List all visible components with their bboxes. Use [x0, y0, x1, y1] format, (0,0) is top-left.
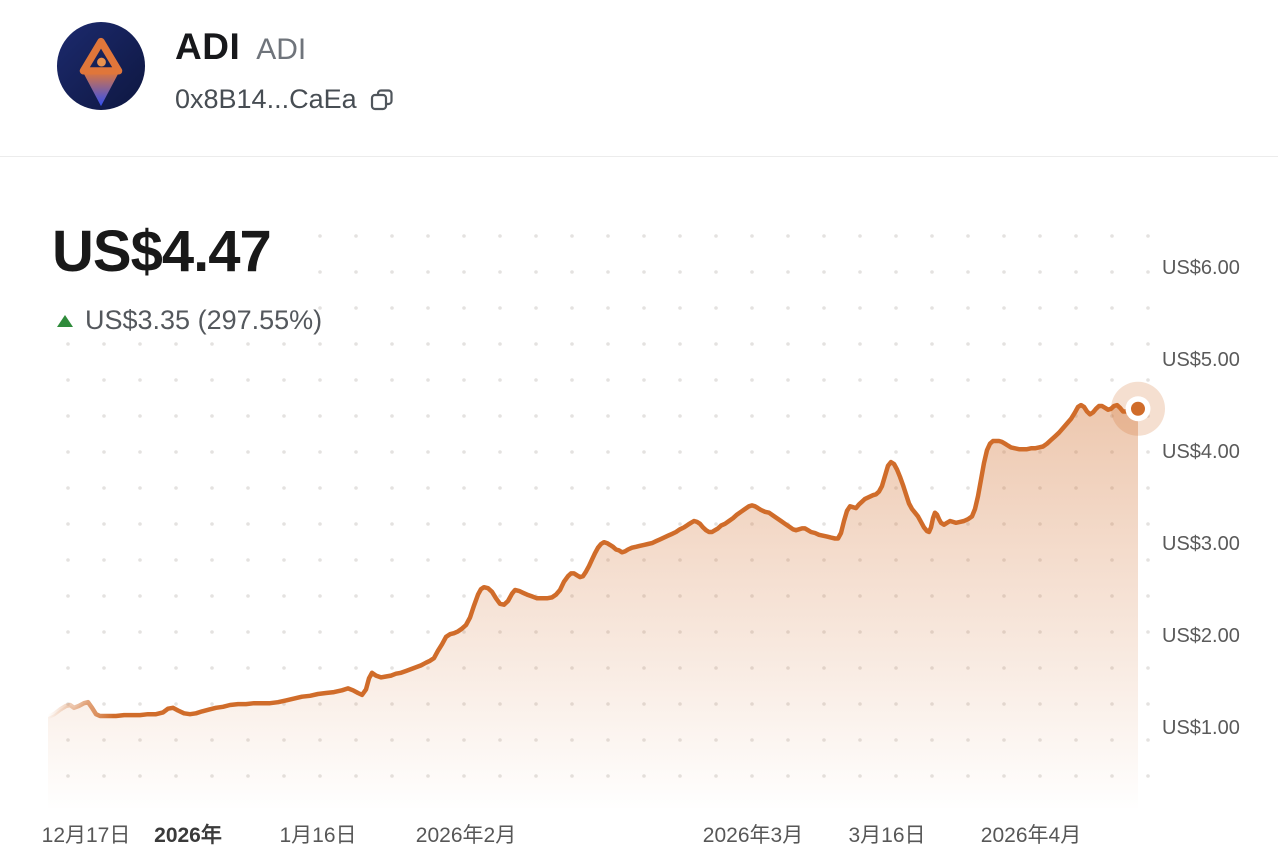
copy-address-button[interactable]: [369, 87, 395, 113]
marker-core: [1131, 401, 1145, 416]
price-change-text: US$3.35 (297.55%): [85, 305, 323, 335]
x-axis-label: 2026年2月: [415, 824, 517, 847]
token-name: ADI: [175, 26, 241, 67]
chart-area-fill: [48, 405, 1138, 808]
x-axis-label: 3月16日: [848, 824, 926, 847]
x-axis-label: 1月16日: [279, 824, 357, 847]
change-up-icon: [57, 314, 73, 327]
price-change-row: US$3.35 (297.55%): [57, 305, 322, 336]
y-axis-label: US$5.00: [1162, 349, 1240, 371]
x-axis-label: 2026年4月: [980, 824, 1082, 847]
logo-upper-triangle: [79, 37, 123, 75]
current-price-marker: [1111, 381, 1165, 436]
x-axis-label: 12月17日: [41, 824, 131, 847]
x-axis-label: 2026年: [154, 824, 222, 847]
logo-dot: [97, 57, 106, 67]
token-title-row: ADI ADI: [175, 26, 306, 68]
contract-address[interactable]: 0x8B14...CaEa: [175, 84, 357, 114]
y-axis-label: US$3.00: [1162, 533, 1240, 555]
y-axis-label: US$1.00: [1162, 717, 1240, 739]
y-axis-label: US$2.00: [1162, 625, 1240, 647]
chart-line: [45, 402, 1141, 720]
copy-icon: [370, 88, 393, 110]
token-symbol: ADI: [256, 33, 307, 66]
logo-lower-triangle: [83, 72, 119, 107]
x-axis-label: 2026年3月: [702, 824, 804, 847]
y-axis-label: US$4.00: [1162, 441, 1240, 463]
y-axis-label: US$6.00: [1162, 257, 1240, 279]
token-logo: [56, 21, 146, 111]
header-divider: [0, 156, 1278, 157]
contract-address-row: 0x8B14...CaEa: [175, 84, 395, 115]
current-price: US$4.47: [52, 219, 272, 284]
